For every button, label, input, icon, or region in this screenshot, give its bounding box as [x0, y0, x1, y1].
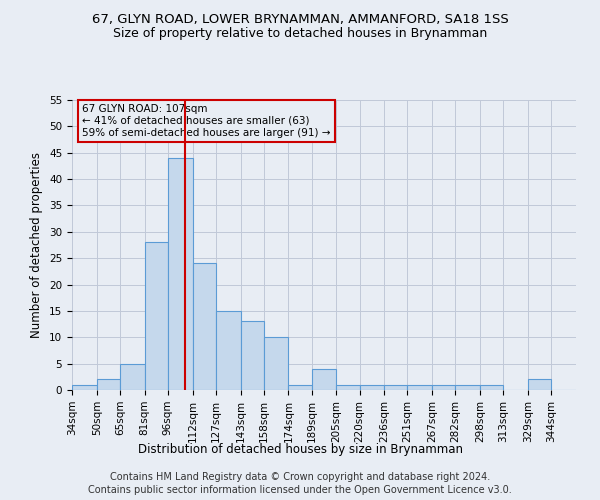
- Bar: [97, 380, 120, 390]
- Bar: [455, 384, 480, 390]
- Bar: [480, 384, 503, 390]
- Bar: [384, 384, 407, 390]
- Text: Size of property relative to detached houses in Brynamman: Size of property relative to detached ho…: [113, 28, 487, 40]
- Text: Contains public sector information licensed under the Open Government Licence v3: Contains public sector information licen…: [88, 485, 512, 495]
- Bar: [120, 364, 145, 390]
- Bar: [407, 384, 432, 390]
- Y-axis label: Number of detached properties: Number of detached properties: [31, 152, 43, 338]
- Bar: [528, 380, 551, 390]
- Bar: [311, 369, 337, 390]
- Bar: [289, 384, 311, 390]
- Text: 67, GLYN ROAD, LOWER BRYNAMMAN, AMMANFORD, SA18 1SS: 67, GLYN ROAD, LOWER BRYNAMMAN, AMMANFOR…: [92, 12, 508, 26]
- Bar: [337, 384, 359, 390]
- Bar: [145, 242, 168, 390]
- Bar: [72, 384, 97, 390]
- Bar: [359, 384, 384, 390]
- Bar: [264, 338, 289, 390]
- Bar: [432, 384, 455, 390]
- Text: Contains HM Land Registry data © Crown copyright and database right 2024.: Contains HM Land Registry data © Crown c…: [110, 472, 490, 482]
- Bar: [168, 158, 193, 390]
- Bar: [216, 311, 241, 390]
- Text: Distribution of detached houses by size in Brynamman: Distribution of detached houses by size …: [137, 442, 463, 456]
- Bar: [241, 322, 264, 390]
- Bar: [193, 264, 216, 390]
- Text: 67 GLYN ROAD: 107sqm
← 41% of detached houses are smaller (63)
59% of semi-detac: 67 GLYN ROAD: 107sqm ← 41% of detached h…: [82, 104, 331, 138]
